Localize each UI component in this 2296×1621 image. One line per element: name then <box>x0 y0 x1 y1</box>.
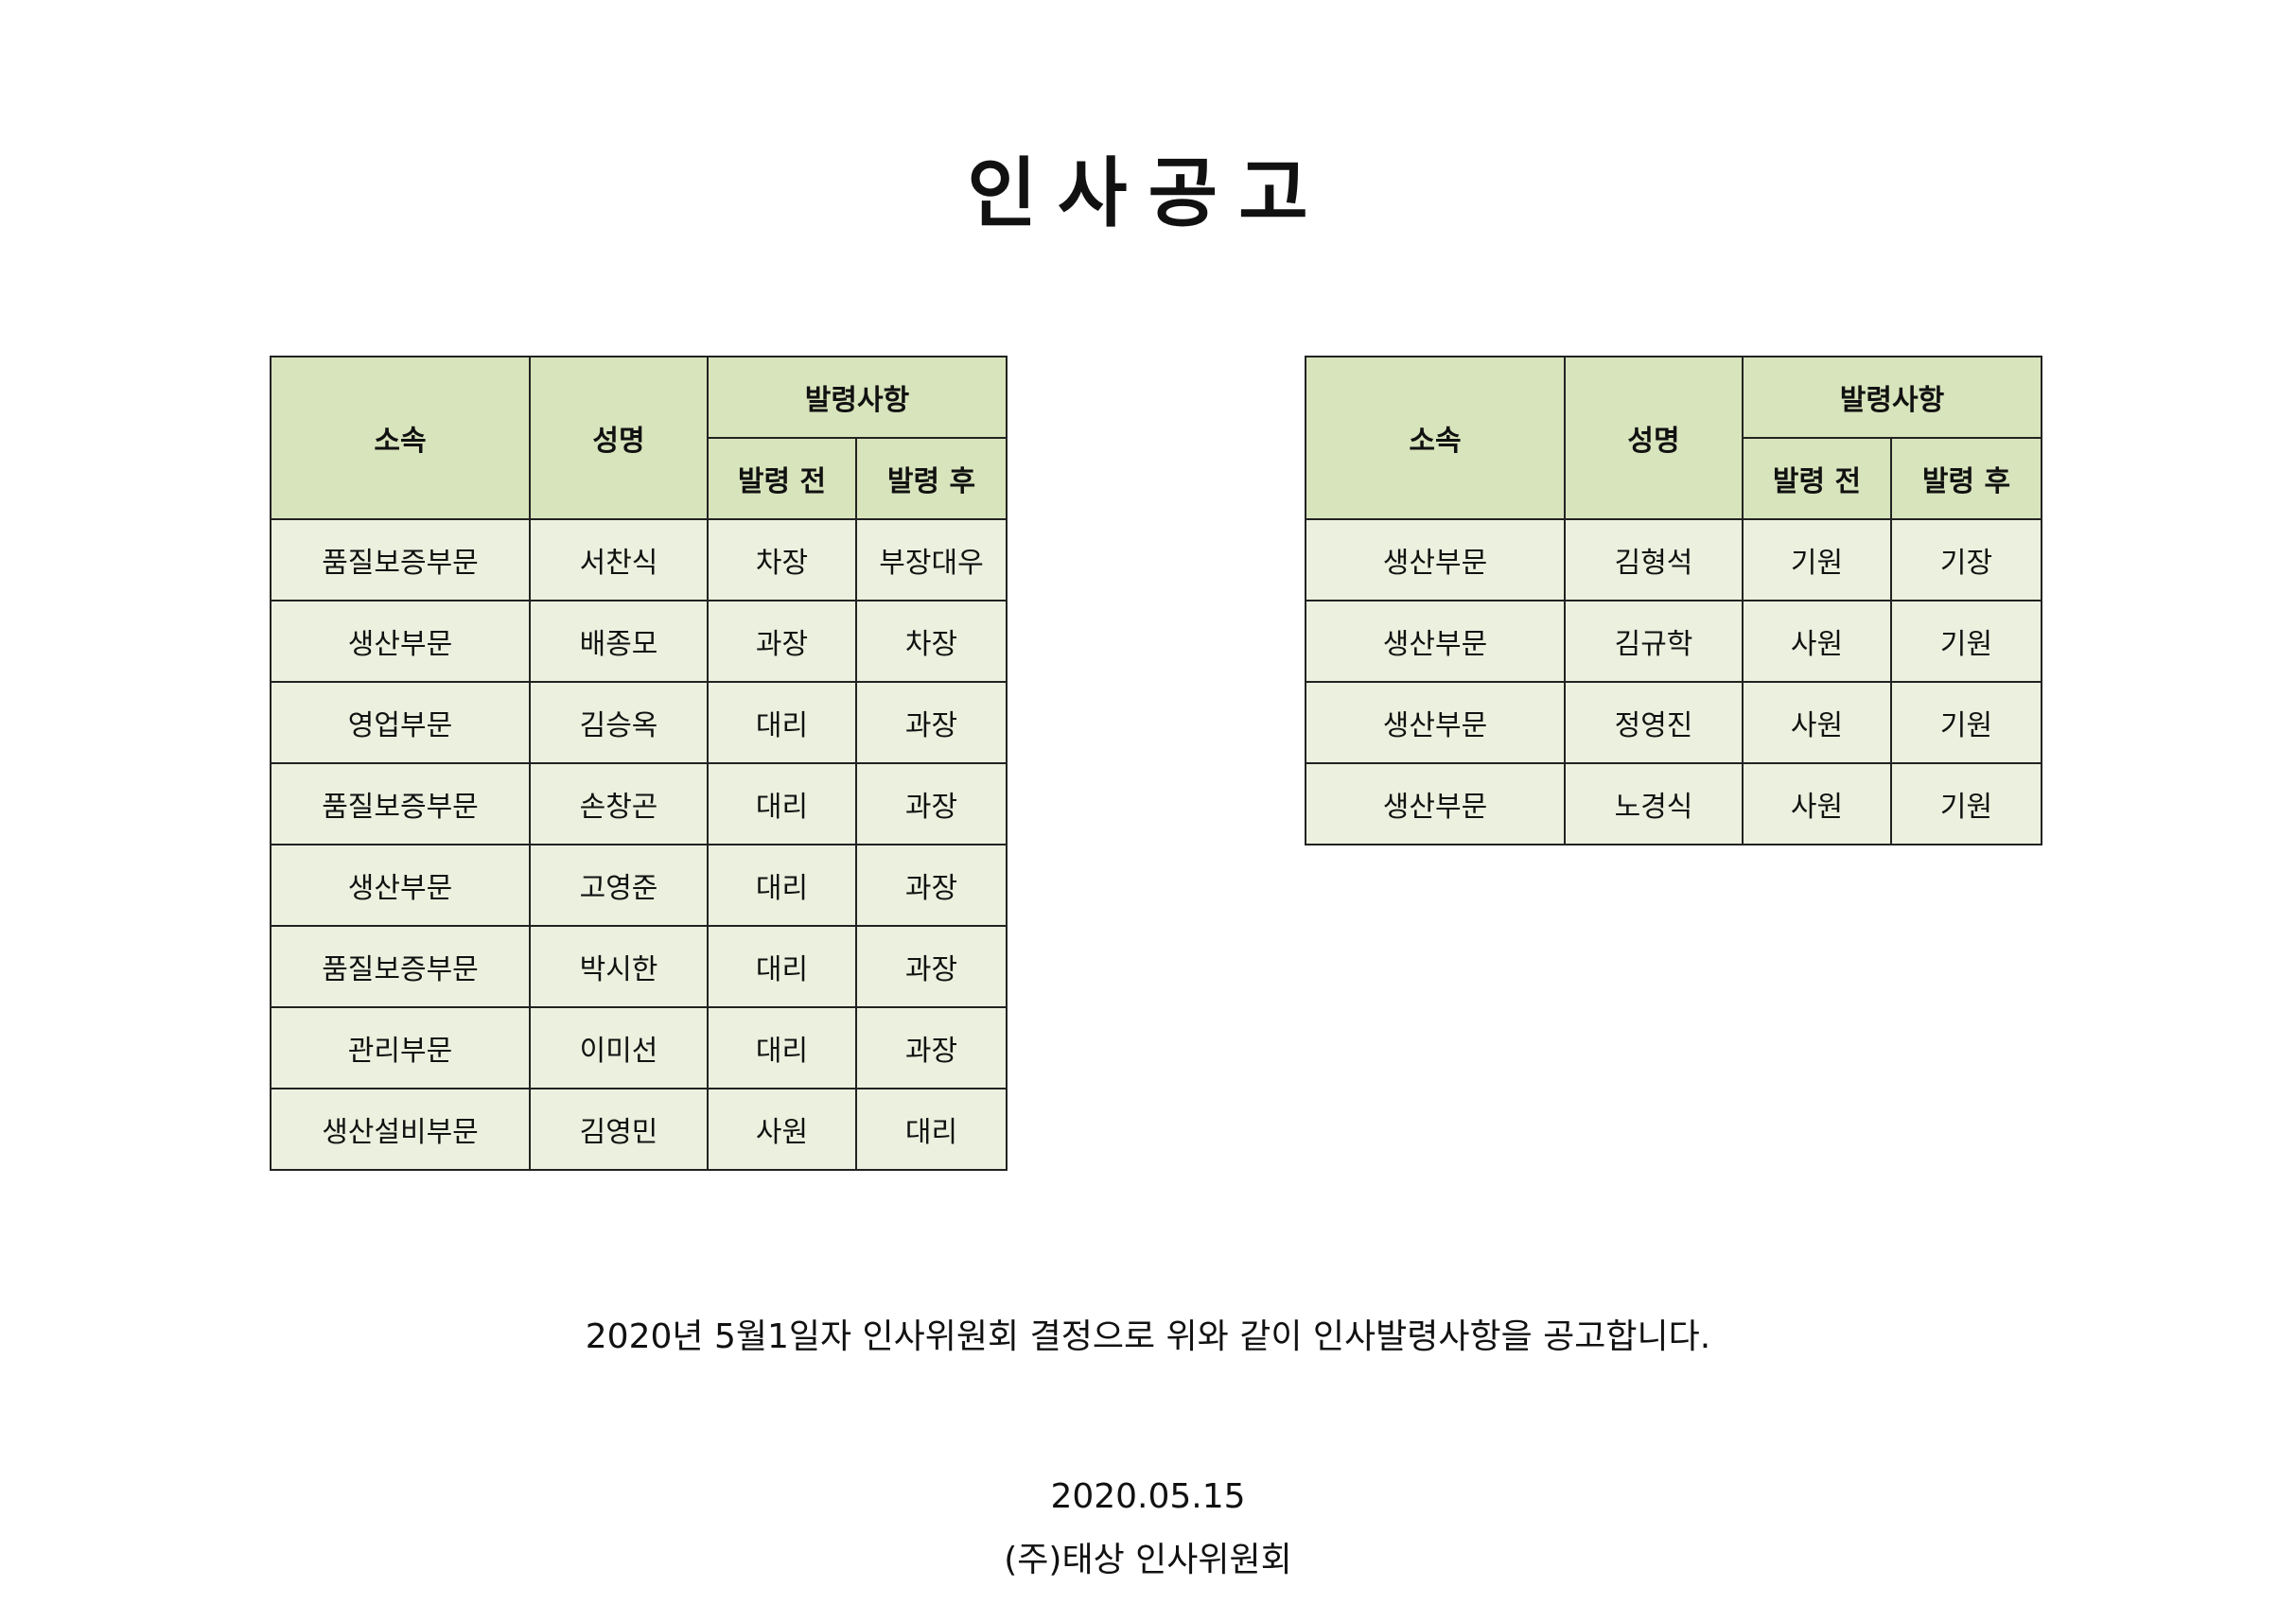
cell-name: 정영진 <box>1564 681 1744 764</box>
cell-before: 대리 <box>707 844 857 927</box>
cell-before: 대리 <box>707 762 857 845</box>
cell-name: 노경식 <box>1564 762 1744 845</box>
appointments-table-left: 소속 성명 발령사항 발령 전 발령 후 품질보증부문 서찬식 차장 부장대우 생산부문… <box>270 356 1008 1171</box>
cell-before: 사원 <box>707 1088 857 1171</box>
cell-before: 기원 <box>1742 518 1892 601</box>
cell-after: 기원 <box>1890 762 2042 845</box>
cell-after: 과장 <box>855 844 1008 927</box>
header-name: 성명 <box>529 356 709 520</box>
cell-after: 기원 <box>1890 681 2042 764</box>
cell-name: 손창곤 <box>529 762 709 845</box>
cell-dept: 관리부문 <box>270 1006 531 1089</box>
header-dept: 소속 <box>1305 356 1566 520</box>
table-row: 생산부문 김규학 사원 기원 <box>1305 600 2042 683</box>
cell-name: 서찬식 <box>529 518 709 601</box>
table-row: 품질보증부문 손창곤 대리 과장 <box>270 762 1008 845</box>
header-after: 발령 후 <box>1890 437 2042 520</box>
cell-dept: 품질보증부문 <box>270 518 531 601</box>
cell-after: 과장 <box>855 1006 1008 1089</box>
cell-dept: 품질보증부문 <box>270 925 531 1008</box>
cell-dept: 생산부문 <box>270 844 531 927</box>
header-before: 발령 전 <box>707 437 857 520</box>
header-group: 발령사항 <box>1742 356 2042 439</box>
table-row: 생산부문 고영준 대리 과장 <box>270 844 1008 927</box>
organization-name: (주)태상 인사위원회 <box>1004 1541 1292 1579</box>
cell-name: 이미선 <box>529 1006 709 1089</box>
cell-before: 대리 <box>707 681 857 764</box>
cell-name: 김형석 <box>1564 518 1744 601</box>
cell-before: 대리 <box>707 1006 857 1089</box>
cell-after: 기장 <box>1890 518 2042 601</box>
cell-dept: 생산부문 <box>270 600 531 683</box>
table-row: 관리부문 이미선 대리 과장 <box>270 1006 1008 1089</box>
cell-after: 대리 <box>855 1088 1008 1171</box>
cell-after: 차장 <box>855 600 1008 683</box>
cell-before: 사원 <box>1742 681 1892 764</box>
cell-before: 사원 <box>1742 600 1892 683</box>
table-row: 생산부문 정영진 사원 기원 <box>1305 681 2042 764</box>
cell-before: 대리 <box>707 925 857 1008</box>
header-dept: 소속 <box>270 356 531 520</box>
notice-date: 2020.05.15 <box>1050 1477 1246 1516</box>
cell-name: 고영준 <box>529 844 709 927</box>
cell-after: 과장 <box>855 681 1008 764</box>
table-row: 품질보증부문 박시한 대리 과장 <box>270 925 1008 1008</box>
table-row: 생산부문 김형석 기원 기장 <box>1305 518 2042 601</box>
appointments-table-right: 소속 성명 발령사항 발령 전 발령 후 생산부문 김형석 기원 기장 생산부문 김규학 사… <box>1305 356 2042 845</box>
table-row: 영업부문 김승옥 대리 과장 <box>270 681 1008 764</box>
cell-after: 과장 <box>855 925 1008 1008</box>
header-after: 발령 후 <box>855 437 1008 520</box>
cell-name: 김영민 <box>529 1088 709 1171</box>
cell-name: 배종모 <box>529 600 709 683</box>
table-row: 품질보증부문 서찬식 차장 부장대우 <box>270 518 1008 601</box>
cell-name: 김규학 <box>1564 600 1744 683</box>
header-group: 발령사항 <box>707 356 1008 439</box>
table-row: 생산부문 노경식 사원 기원 <box>1305 762 2042 845</box>
header-name: 성명 <box>1564 356 1744 520</box>
cell-before: 차장 <box>707 518 857 601</box>
cell-dept: 생산부문 <box>1305 518 1566 601</box>
cell-dept: 생산부문 <box>1305 600 1566 683</box>
cell-name: 김승옥 <box>529 681 709 764</box>
cell-after: 과장 <box>855 762 1008 845</box>
cell-dept: 생산부문 <box>1305 681 1566 764</box>
table-row: 생산설비부문 김영민 사원 대리 <box>270 1088 1008 1171</box>
cell-dept: 품질보증부문 <box>270 762 531 845</box>
cell-dept: 영업부문 <box>270 681 531 764</box>
page-title: 인사공고 <box>967 149 1329 237</box>
cell-before: 사원 <box>1742 762 1892 845</box>
cell-after: 기원 <box>1890 600 2042 683</box>
table-row: 생산부문 배종모 과장 차장 <box>270 600 1008 683</box>
cell-before: 과장 <box>707 600 857 683</box>
notice-text: 2020년 5월1일자 인사위원회 결정으로 위와 같이 인사발령사항을 공고합… <box>585 1317 1711 1356</box>
cell-dept: 생산부문 <box>1305 762 1566 845</box>
cell-name: 박시한 <box>529 925 709 1008</box>
cell-dept: 생산설비부문 <box>270 1088 531 1171</box>
cell-after: 부장대우 <box>855 518 1008 601</box>
header-before: 발령 전 <box>1742 437 1892 520</box>
